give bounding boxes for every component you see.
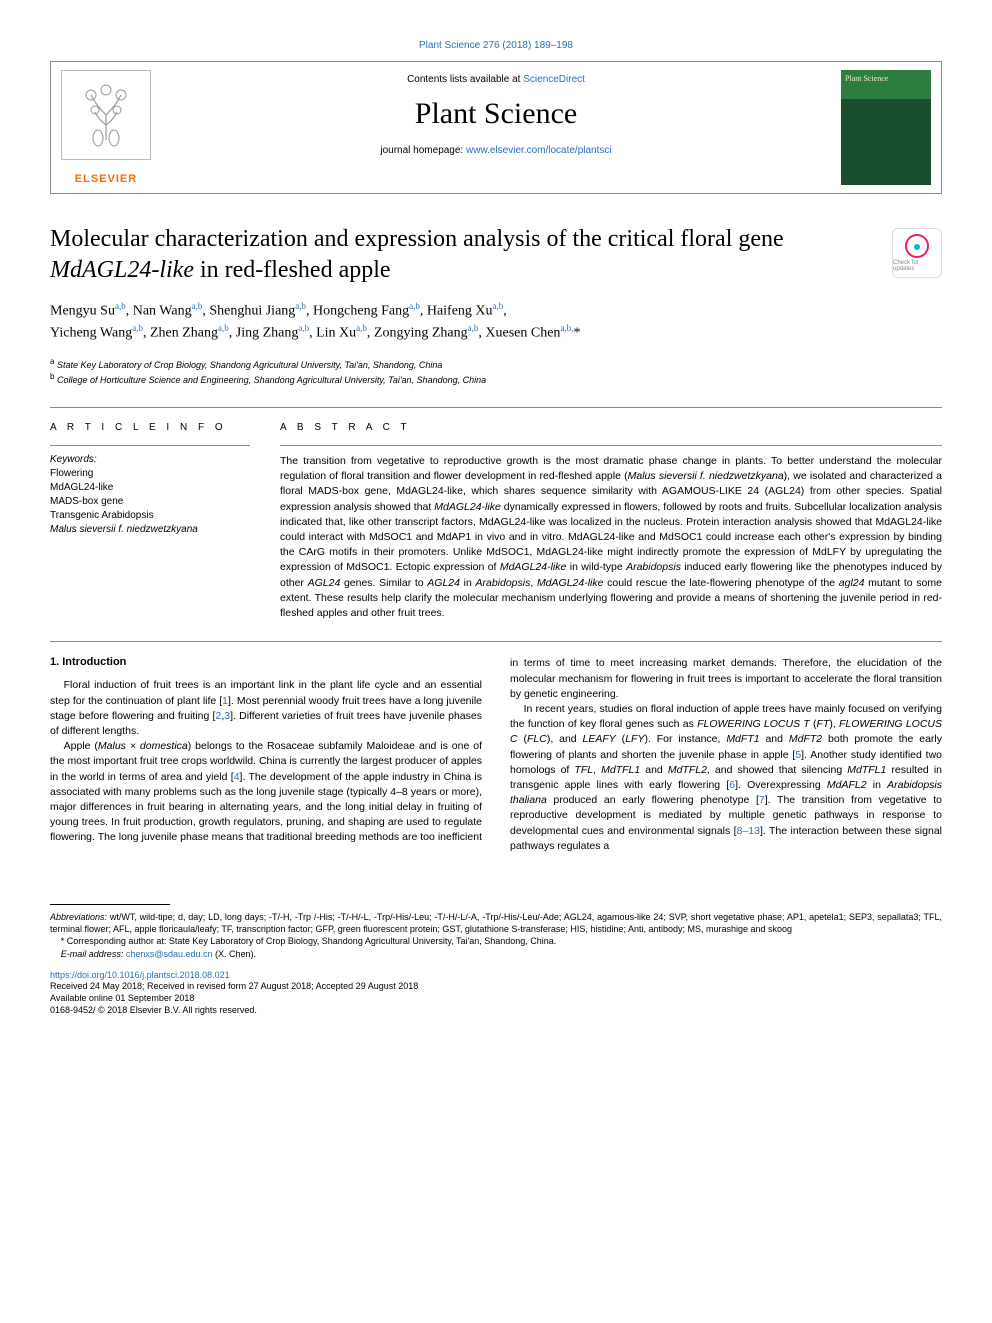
email-line: E-mail address: chenxs@sdau.edu.cn (X. C… (50, 948, 942, 960)
elsevier-tree-icon (61, 70, 151, 160)
keyword: MdAGL24-like (50, 481, 250, 495)
check-updates-label: Check for updates (893, 260, 941, 272)
sciencedirect-link[interactable]: ScienceDirect (523, 74, 585, 85)
received-line: Received 24 May 2018; Received in revise… (50, 980, 942, 992)
homepage-prefix: journal homepage: (380, 145, 466, 156)
divider (50, 445, 250, 446)
keyword: Malus sieversii f. niedzwetzkyana (50, 523, 250, 537)
publisher-logo-area: ELSEVIER (51, 62, 161, 193)
abstract-col: A B S T R A C T The transition from vege… (280, 422, 942, 621)
email-label: E-mail address: (61, 949, 124, 959)
body-paragraph: In recent years, studies on floral induc… (510, 702, 942, 854)
title-post: in red-fleshed apple (194, 257, 391, 283)
divider (50, 641, 942, 642)
crossmark-icon (905, 234, 929, 258)
affiliation-b: b College of Horticulture Science and En… (50, 371, 942, 387)
keywords-list: Flowering MdAGL24-like MADS-box gene Tra… (50, 467, 250, 537)
keyword: MADS-box gene (50, 495, 250, 509)
email-suffix: (X. Chen). (213, 949, 257, 959)
footnote-rule (50, 904, 170, 905)
abbreviations: Abbreviations: wt/WT, wild-tipe; d, day;… (50, 911, 942, 935)
top-citation: Plant Science 276 (2018) 189–198 (50, 40, 942, 51)
article-info-head: A R T I C L E I N F O (50, 422, 250, 433)
contents-prefix: Contents lists available at (407, 74, 523, 85)
abstract-head: A B S T R A C T (280, 422, 942, 433)
top-citation-link[interactable]: Plant Science 276 (2018) 189–198 (419, 40, 573, 51)
article-title: Molecular characterization and expressio… (50, 224, 942, 286)
elsevier-wordmark: ELSEVIER (75, 173, 137, 185)
cover-title: Plant Science (845, 74, 927, 83)
keyword: Flowering (50, 467, 250, 481)
check-updates-badge[interactable]: Check for updates (892, 228, 942, 278)
journal-name: Plant Science (161, 97, 831, 131)
authors-line-2: Yicheng Wanga,b, Zhen Zhanga,b, Jing Zha… (50, 322, 942, 344)
abstract-text: The transition from vegetative to reprod… (280, 454, 942, 621)
header-center: Contents lists available at ScienceDirec… (161, 62, 831, 193)
body-columns: 1. Introduction Floral induction of frui… (50, 656, 942, 854)
email-link[interactable]: chenxs@sdau.edu.cn (126, 949, 213, 959)
article-info-col: A R T I C L E I N F O Keywords: Flowerin… (50, 422, 250, 621)
affiliation-a: a State Key Laboratory of Crop Biology, … (50, 356, 942, 372)
doi-line: https://doi.org/10.1016/j.plantsci.2018.… (50, 970, 942, 980)
title-italic: MdAGL24-like (50, 257, 194, 283)
homepage-link[interactable]: www.elsevier.com/locate/plantsci (466, 145, 612, 156)
divider (280, 445, 942, 446)
keywords-label: Keywords: (50, 454, 250, 465)
homepage-line: journal homepage: www.elsevier.com/locat… (161, 145, 831, 156)
journal-header: ELSEVIER Contents lists available at Sci… (50, 61, 942, 194)
doi-link[interactable]: https://doi.org/10.1016/j.plantsci.2018.… (50, 970, 230, 980)
authors: Mengyu Sua,b, Nan Wanga,b, Shenghui Jian… (50, 300, 942, 343)
copyright-line: 0168-9452/ © 2018 Elsevier B.V. All righ… (50, 1004, 942, 1016)
body-paragraph: Floral induction of fruit trees is an im… (50, 678, 482, 739)
available-line: Available online 01 September 2018 (50, 992, 942, 1004)
footer: Abbreviations: wt/WT, wild-tipe; d, day;… (50, 904, 942, 1016)
journal-cover-area: Plant Science (831, 62, 941, 193)
keyword: Transgenic Arabidopsis (50, 509, 250, 523)
title-pre: Molecular characterization and expressio… (50, 226, 784, 252)
section-heading: 1. Introduction (50, 656, 482, 668)
authors-line-1: Mengyu Sua,b, Nan Wanga,b, Shenghui Jian… (50, 300, 942, 322)
info-abstract-row: A R T I C L E I N F O Keywords: Flowerin… (50, 422, 942, 621)
divider (50, 407, 942, 408)
contents-line: Contents lists available at ScienceDirec… (161, 74, 831, 85)
affiliations: a State Key Laboratory of Crop Biology, … (50, 356, 942, 387)
journal-cover-thumb: Plant Science (841, 70, 931, 185)
corresponding-author: * Corresponding author at: State Key Lab… (50, 935, 942, 947)
